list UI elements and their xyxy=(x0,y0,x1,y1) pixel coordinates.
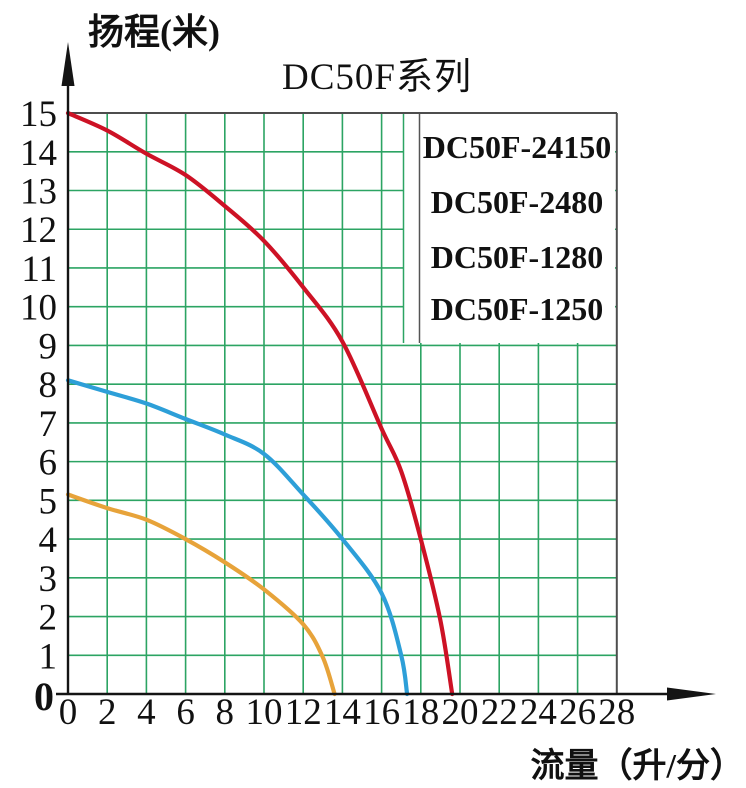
series-curve xyxy=(65,111,455,697)
x-tick-label: 0 xyxy=(59,692,78,733)
y-tick-label: 5 xyxy=(39,481,58,522)
legend-item-dc50f-1280: DC50F-1280 xyxy=(431,239,603,275)
x-tick-label: 22 xyxy=(481,692,518,733)
chart-title: DC50F系列 xyxy=(282,57,472,98)
x-tick-label: 28 xyxy=(598,692,635,733)
x-tick-label: 2 xyxy=(98,692,117,733)
x-tick-label: 8 xyxy=(216,692,235,733)
y-tick-label: 2 xyxy=(39,598,58,639)
y-tick-label: 12 xyxy=(20,210,57,251)
y-axis-title: 扬程(米) xyxy=(88,12,220,52)
legend: DC50F-24150 DC50F-2480 DC50F-1280 DC50F-… xyxy=(423,129,611,327)
y-tick-label: 14 xyxy=(20,133,57,174)
x-tick-label: 26 xyxy=(559,692,596,733)
x-axis-title: 流量（升/分） xyxy=(531,746,744,785)
x-tick-label: 14 xyxy=(324,692,361,733)
y-tick-label: 1 xyxy=(39,636,58,677)
legend-item-dc50f-24150: DC50F-24150 xyxy=(423,129,611,165)
axes xyxy=(56,42,716,701)
y-tick-label: 4 xyxy=(39,520,58,561)
tick-labels: 0 2 4 6 8 10 12 14 16 18 20 22 24 26 28012345678910111… xyxy=(20,94,635,733)
legend-item-dc50f-1250: DC50F-1250 xyxy=(431,291,603,327)
x-tick-label: 4 xyxy=(137,692,156,733)
x-tick-label: 10 xyxy=(246,692,283,733)
legend-box xyxy=(403,114,615,343)
curves xyxy=(65,111,455,697)
x-tick-label: 24 xyxy=(520,692,557,733)
y-tick-label-zero: 0 xyxy=(34,674,54,719)
x-tick-label: 18 xyxy=(402,692,439,733)
y-tick-label: 15 xyxy=(20,94,57,135)
x-tick-label: 12 xyxy=(285,692,322,733)
x-tick-label: 20 xyxy=(442,692,479,733)
y-tick-label: 6 xyxy=(39,443,58,484)
y-tick-label: 8 xyxy=(39,365,58,406)
y-tick-label: 7 xyxy=(39,404,58,445)
y-tick-label: 3 xyxy=(39,559,58,600)
series-curve xyxy=(65,378,410,697)
legend-item-dc50f-2480: DC50F-2480 xyxy=(431,184,603,220)
y-tick-label: 13 xyxy=(20,172,57,213)
x-axis-arrow-icon xyxy=(667,687,716,701)
series-curve xyxy=(65,492,337,697)
x-tick-label: 16 xyxy=(363,692,400,733)
x-tick-label: 6 xyxy=(176,692,195,733)
y-tick-label: 9 xyxy=(39,326,58,367)
y-axis-arrow-icon xyxy=(61,42,75,86)
y-tick-label: 11 xyxy=(21,249,57,290)
y-tick-label: 10 xyxy=(20,288,57,329)
